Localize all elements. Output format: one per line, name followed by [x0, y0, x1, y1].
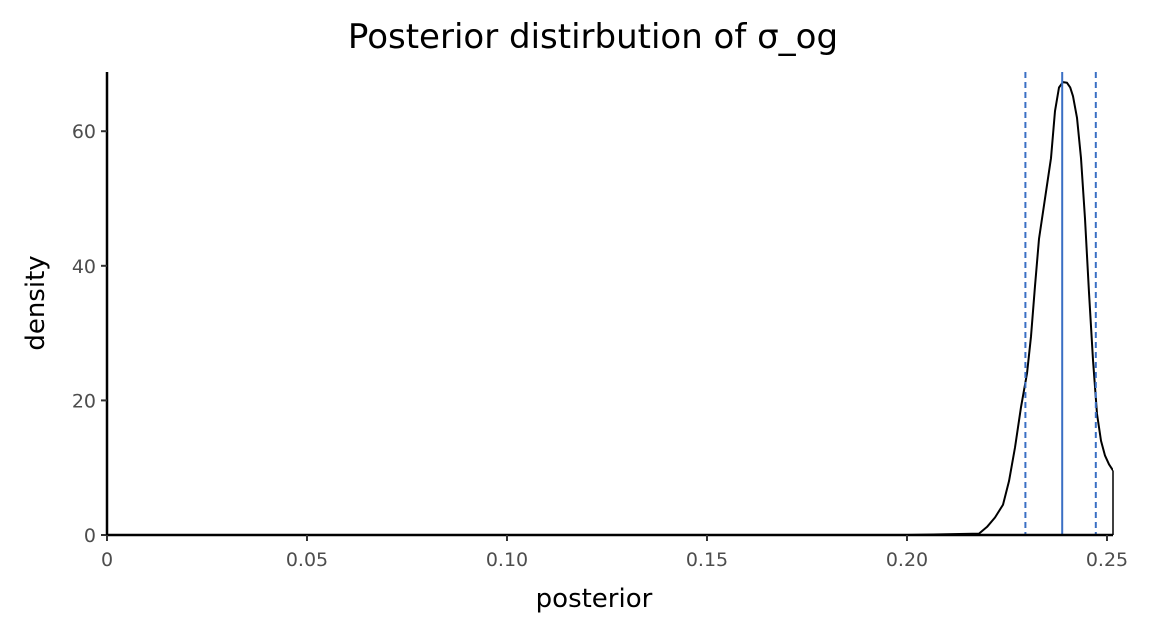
x-tick-label: 0 [101, 549, 113, 571]
y-axis-title: density [21, 255, 51, 350]
plot-area [107, 72, 1114, 535]
x-axis-title: posterior [536, 584, 653, 614]
x-axis: 0 0.05 0.10 0.15 0.20 0.25 [101, 533, 1128, 571]
x-tick-label: 0.05 [286, 549, 328, 571]
y-tick-label: 20 [72, 390, 96, 412]
y-tick-label: 40 [72, 256, 96, 278]
y-tick-label: 60 [72, 121, 96, 143]
density-curve [107, 81, 1113, 535]
x-tick-label: 0.20 [886, 549, 928, 571]
y-tick-label: 0 [84, 525, 96, 547]
x-tick-label: 0.15 [686, 549, 728, 571]
y-axis: 0 20 40 60 [72, 72, 109, 547]
chart-title: Posterior distirbution of σ_og [348, 17, 838, 57]
x-tick-label: 0.10 [486, 549, 528, 571]
x-tick-label: 0.25 [1086, 549, 1128, 571]
